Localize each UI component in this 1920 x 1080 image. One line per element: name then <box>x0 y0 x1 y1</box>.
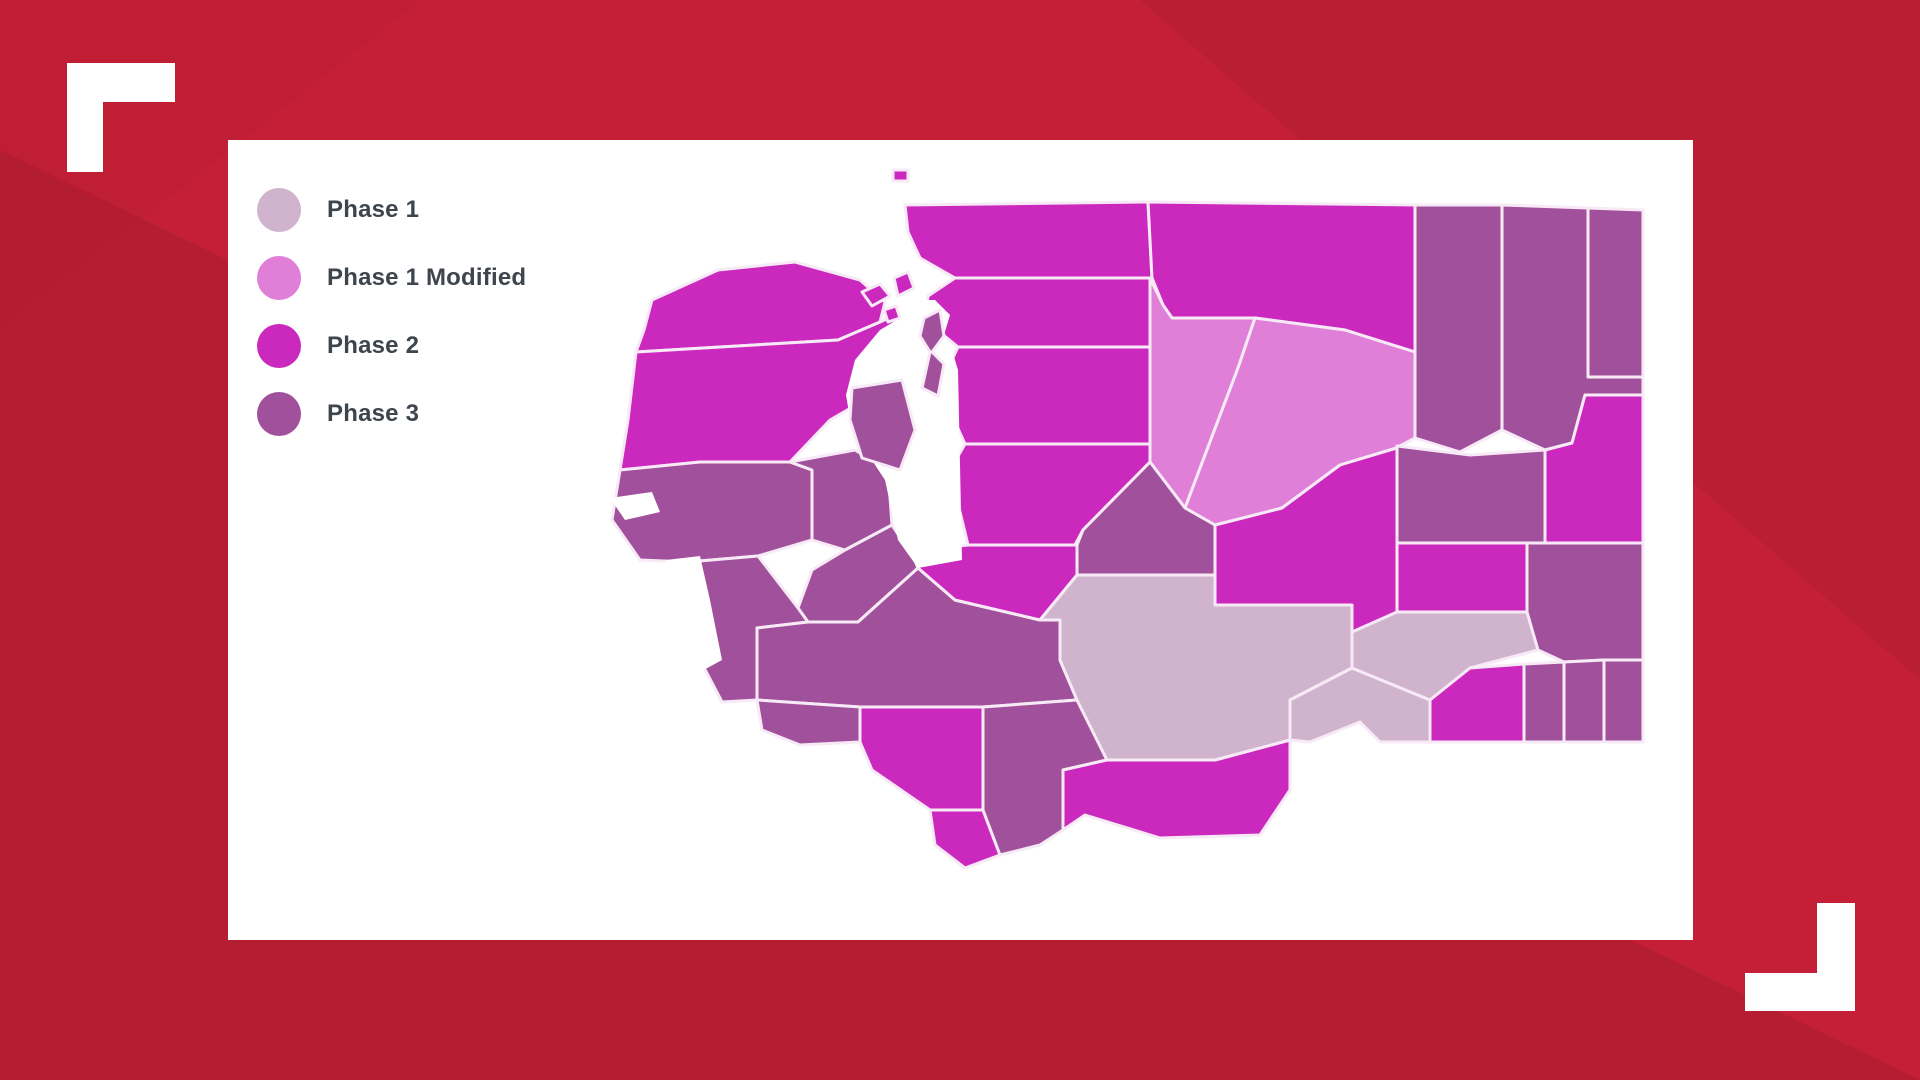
county-island <box>918 308 946 398</box>
legend-swatch-phase1-icon <box>257 188 301 232</box>
legend-swatch-phase2-icon <box>257 324 301 368</box>
legend-item: Phase 1 Modified <box>257 244 526 312</box>
content-panel: Phase 1 Phase 1 Modified Phase 2 Phase 3 <box>228 140 1693 940</box>
county-clark <box>928 808 1002 870</box>
legend-label: Phase 1 Modified <box>327 264 527 291</box>
county-san-juan <box>860 282 892 308</box>
county-whitman <box>1525 541 1645 664</box>
county-whatcom <box>903 200 1154 280</box>
legend-label: Phase 2 <box>327 332 420 359</box>
county-snohomish <box>943 345 1152 446</box>
county-skagit <box>923 276 1154 349</box>
county-grays-harbor <box>610 460 814 564</box>
county-adams <box>1395 541 1529 614</box>
corner-bracket-bottom-right-icon <box>1745 903 1855 1011</box>
county-wahkiakum <box>755 698 862 747</box>
county-san-juan <box>882 304 902 324</box>
county-clallam <box>634 260 887 354</box>
legend-item: Phase 3 <box>257 380 526 448</box>
legend-label: Phase 3 <box>327 400 420 427</box>
county-asotin <box>1602 658 1645 744</box>
willapa-bay-inlet <box>662 556 722 672</box>
county-lincoln <box>1395 444 1547 545</box>
legend-item: Phase 2 <box>257 312 526 380</box>
legend: Phase 1 Phase 1 Modified Phase 2 Phase 3 <box>257 176 526 448</box>
grays-harbor-inlet <box>610 492 660 520</box>
legend-item: Phase 1 <box>257 176 526 244</box>
county-pend-oreille <box>1586 206 1645 379</box>
county-whatcom <box>891 168 910 183</box>
washington-county-map <box>610 168 1645 870</box>
county-columbia <box>1522 660 1566 744</box>
county-ferry <box>1413 203 1504 454</box>
county-cowlitz <box>858 705 985 812</box>
corner-bracket-top-left-icon <box>67 63 175 172</box>
legend-swatch-phase1_modified-icon <box>257 256 301 300</box>
legend-swatch-phase3-icon <box>257 392 301 436</box>
county-kitsap <box>848 378 917 472</box>
legend-label: Phase 1 <box>327 196 420 223</box>
county-san-juan <box>892 270 916 298</box>
county-garfield <box>1562 658 1606 744</box>
